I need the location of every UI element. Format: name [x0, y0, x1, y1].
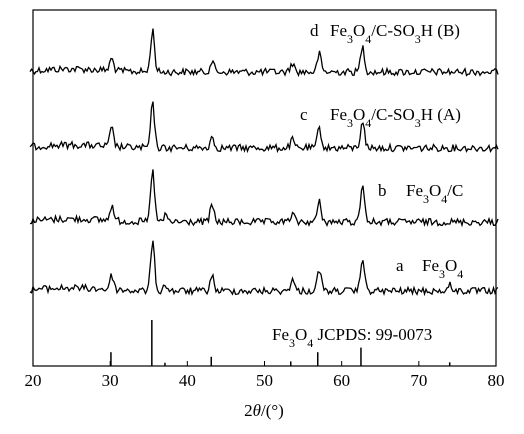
curve-label-c: Fe3O4/C-SO3H (A) — [330, 105, 461, 130]
curve-letter-d: d — [310, 21, 319, 40]
x-tick-label: 20 — [25, 371, 42, 390]
plot-frame — [32, 9, 497, 367]
curve-label-d: Fe3O4/C-SO3H (B) — [330, 21, 460, 46]
xrd-curve-c — [29, 101, 499, 154]
curve-letter-a: a — [396, 256, 404, 275]
reference-pattern: Fe3O4 JCPDS: 99-0073 — [110, 320, 451, 366]
x-tick-label: 50 — [256, 371, 273, 390]
x-tick-label: 60 — [333, 371, 350, 390]
xrd-curve-d — [29, 28, 499, 78]
curve-label-b: Fe3O4/C — [406, 181, 463, 206]
curve-letter-b: b — [378, 181, 387, 200]
curve-label-a: Fe3O4 — [422, 256, 463, 281]
x-tick-label: 80 — [488, 371, 505, 390]
x-axis-ticks: 20 30 40 50 60 70 80 — [25, 361, 505, 390]
x-axis-title: 2θ/(°) — [244, 401, 284, 420]
x-tick-label: 40 — [179, 371, 196, 390]
xrd-curve-a — [29, 240, 499, 297]
x-tick-label: 30 — [102, 371, 119, 390]
xrd-curve-b — [30, 169, 499, 228]
reference-label: Fe3O4 JCPDS: 99-0073 — [272, 325, 432, 350]
x-tick-label: 70 — [410, 371, 427, 390]
curve-letter-c: c — [300, 105, 308, 124]
xrd-curves — [29, 28, 499, 297]
